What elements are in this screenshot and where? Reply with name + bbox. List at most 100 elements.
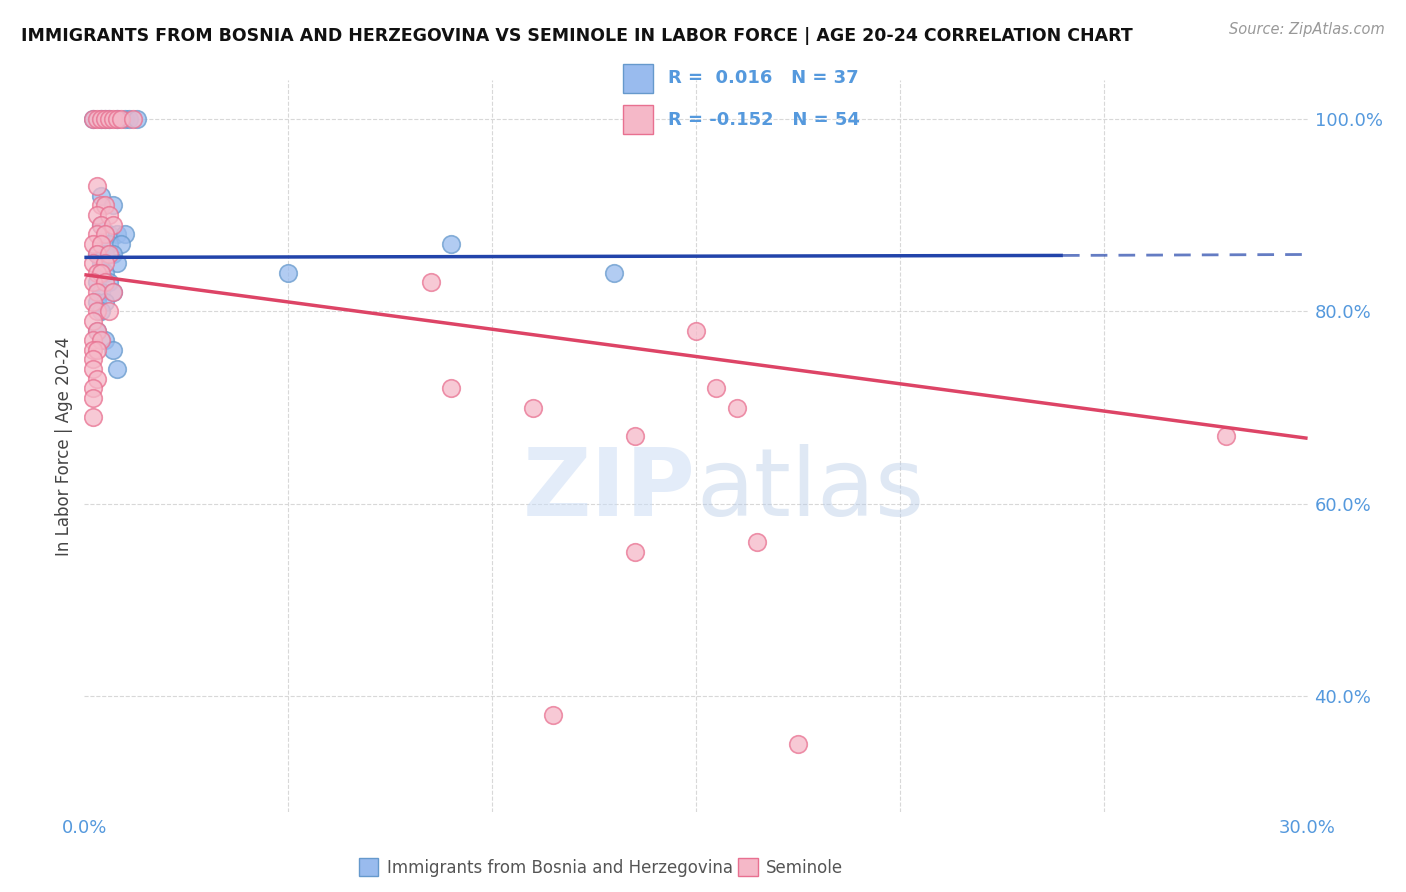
Point <box>110 112 132 126</box>
Point <box>97 304 120 318</box>
Point <box>127 112 149 126</box>
Point <box>86 324 108 338</box>
Point <box>90 198 112 212</box>
Point <box>787 737 810 751</box>
Point <box>97 112 120 126</box>
Point <box>86 371 108 385</box>
Text: R = -0.152   N = 54: R = -0.152 N = 54 <box>668 111 859 128</box>
Point <box>105 362 128 376</box>
Point <box>93 227 117 242</box>
Point <box>97 246 120 260</box>
Point <box>101 112 124 126</box>
Point <box>82 343 104 357</box>
Point <box>725 401 748 415</box>
Point <box>105 256 128 270</box>
Point <box>97 227 120 242</box>
Point <box>114 112 136 126</box>
Point <box>93 198 117 212</box>
Point <box>101 246 124 260</box>
Text: IMMIGRANTS FROM BOSNIA AND HERZEGOVINA VS SEMINOLE IN LABOR FORCE | AGE 20-24 CO: IMMIGRANTS FROM BOSNIA AND HERZEGOVINA V… <box>21 27 1133 45</box>
Point <box>90 236 112 251</box>
Point <box>82 314 104 328</box>
Point <box>97 236 120 251</box>
Point <box>420 276 443 290</box>
Point <box>105 227 128 242</box>
Point <box>93 266 117 280</box>
Point <box>82 381 104 395</box>
Point <box>82 352 104 367</box>
Point <box>93 112 117 126</box>
Point <box>93 276 117 290</box>
Text: Source: ZipAtlas.com: Source: ZipAtlas.com <box>1229 22 1385 37</box>
Point <box>93 246 117 260</box>
Point <box>603 266 626 280</box>
Point <box>440 236 463 251</box>
Point <box>86 227 108 242</box>
Point <box>93 333 117 347</box>
Point <box>82 410 104 425</box>
Point <box>440 381 463 395</box>
Point <box>747 535 769 549</box>
Point <box>101 218 124 232</box>
Point <box>86 285 108 299</box>
Point <box>86 304 108 318</box>
Point <box>277 266 299 280</box>
Point <box>90 266 112 280</box>
Point <box>90 218 112 232</box>
Point <box>114 227 136 242</box>
Point <box>101 285 124 299</box>
Point <box>101 343 124 357</box>
Point <box>86 246 108 260</box>
Point <box>86 112 108 126</box>
Point <box>82 112 104 126</box>
Point <box>90 285 112 299</box>
Point <box>97 112 120 126</box>
Text: ZIP: ZIP <box>523 444 696 536</box>
Point <box>86 208 108 222</box>
Point <box>86 324 108 338</box>
Point <box>1215 429 1237 443</box>
Text: R =  0.016   N = 37: R = 0.016 N = 37 <box>668 70 858 87</box>
Point <box>97 276 120 290</box>
Text: Seminole: Seminole <box>766 859 844 877</box>
Point <box>105 112 128 126</box>
Point <box>522 401 544 415</box>
Text: Immigrants from Bosnia and Herzegovina: Immigrants from Bosnia and Herzegovina <box>387 859 733 877</box>
Point <box>82 236 104 251</box>
Point <box>82 276 104 290</box>
Y-axis label: In Labor Force | Age 20-24: In Labor Force | Age 20-24 <box>55 336 73 556</box>
Point <box>101 198 124 212</box>
Point <box>82 333 104 347</box>
Point <box>86 266 108 280</box>
Point <box>105 112 128 126</box>
Point <box>86 343 108 357</box>
Point <box>110 236 132 251</box>
Point <box>86 246 108 260</box>
Text: atlas: atlas <box>696 444 924 536</box>
Point <box>86 276 108 290</box>
Point <box>86 294 108 309</box>
Point <box>685 324 707 338</box>
Point <box>90 333 112 347</box>
Point <box>82 391 104 405</box>
Point <box>93 112 117 126</box>
Point <box>97 208 120 222</box>
Point <box>82 112 104 126</box>
Point <box>122 112 145 126</box>
Point <box>90 218 112 232</box>
Point <box>543 708 565 723</box>
Point <box>93 256 117 270</box>
Point <box>90 304 112 318</box>
Point <box>90 112 112 126</box>
Point <box>624 429 647 443</box>
Point <box>101 285 124 299</box>
Point <box>90 112 112 126</box>
Point <box>118 112 141 126</box>
Point <box>624 545 647 559</box>
Point <box>93 294 117 309</box>
Point <box>82 256 104 270</box>
Bar <box>623 64 652 93</box>
Point <box>90 188 112 202</box>
Bar <box>623 105 652 134</box>
Point <box>706 381 728 395</box>
